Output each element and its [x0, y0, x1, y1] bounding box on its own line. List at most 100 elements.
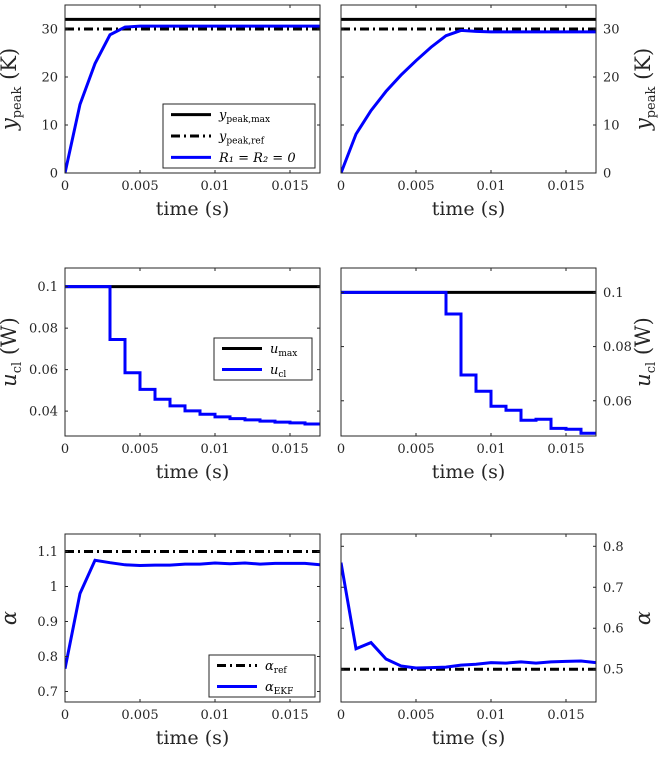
axes-frame — [340, 4, 597, 174]
legend-subscript: max — [278, 349, 297, 359]
y-tick-label: 0.8 — [603, 540, 624, 555]
series-line-u-cl — [65, 285, 320, 426]
axes-frame — [64, 533, 321, 703]
x-tick-label: 0 — [337, 442, 345, 457]
y-tick-label: 10 — [41, 119, 58, 134]
x-tick-label: 0.005 — [397, 708, 434, 723]
legend-box — [213, 337, 313, 381]
legend-entry-label: ucl — [270, 363, 286, 380]
y-axis-label: α — [631, 611, 655, 625]
y-axis-label-subscript: cl — [10, 362, 25, 373]
x-tick-label: 0.005 — [121, 179, 158, 194]
x-tick-label: 0.01 — [477, 708, 506, 723]
y-tick-label: 30 — [41, 23, 58, 38]
axes-frame — [64, 267, 321, 437]
legend-subscript: EKF — [274, 687, 294, 697]
y-axis-label-symbol: α — [631, 611, 655, 625]
legend-entry-label: αEKF — [265, 680, 293, 697]
x-tick-label: 0.005 — [121, 442, 158, 457]
x-tick-label: 0 — [337, 708, 345, 723]
x-tick-label: 0.015 — [547, 708, 584, 723]
y-axis-label-unit: (W) — [631, 317, 655, 362]
y-axis-label: α — [0, 611, 21, 625]
series-line-alpha-ekf — [65, 558, 320, 670]
x-tick-label: 0.015 — [271, 179, 308, 194]
y-tick-label: 1.1 — [37, 545, 58, 560]
chart-panel-alpha_right: 0 0.005 0.01 0.015 0.5 0.6 0.7 0.8 time (s) α — [337, 533, 655, 749]
x-tick-label: 0.01 — [477, 179, 506, 194]
x-axis-label: time (s) — [156, 461, 230, 483]
y-axis-label: ucl (W) — [0, 317, 25, 387]
x-tick-label: 0.015 — [271, 442, 308, 457]
y-axis-label-symbol: y — [631, 117, 655, 131]
series-group — [341, 290, 596, 435]
axes-frame — [340, 267, 597, 437]
y-tick-label: 0.08 — [603, 340, 632, 355]
legend-entry-label: R₁ = R₂ = 0 — [218, 151, 296, 166]
y-axis-label: ypeak (K) — [631, 48, 659, 131]
y-tick-label: 1 — [50, 580, 58, 595]
x-tick-label: 0.01 — [201, 442, 230, 457]
y-tick-label: 20 — [603, 71, 620, 86]
legend-subscript: peak,max — [226, 115, 270, 125]
y-tick-label: 0.1 — [603, 286, 624, 301]
axes-frame — [340, 533, 597, 703]
y-axis-label: ucl (W) — [631, 317, 659, 387]
series-line-r1-r2-0 — [341, 28, 596, 173]
x-axis-label: time (s) — [432, 461, 506, 483]
series-group — [65, 550, 320, 670]
legend-subscript: ref — [274, 666, 288, 676]
series-group — [65, 17, 320, 173]
legend-symbol: y — [218, 108, 227, 123]
y-tick-label: 0.9 — [37, 615, 58, 630]
legend-entry-label: αref — [265, 659, 287, 676]
y-tick-label: 20 — [41, 71, 58, 86]
x-axis-label: time (s) — [156, 727, 230, 749]
x-axis-label: time (s) — [432, 198, 506, 220]
legend-entry-label: ypeak,max — [218, 108, 270, 125]
legend-box — [208, 654, 316, 698]
x-tick-label: 0 — [61, 708, 69, 723]
legend-entry-label: ypeak,ref — [218, 130, 265, 147]
y-tick-label: 0.5 — [603, 663, 624, 678]
legend-symbol: u — [270, 363, 278, 378]
series-group — [65, 285, 320, 426]
y-tick-label: 0 — [603, 167, 611, 182]
y-tick-label: 0.7 — [37, 685, 58, 700]
y-axis-label-subscript: peak — [644, 87, 659, 119]
y-tick-label: 0.1 — [37, 280, 58, 295]
legend-subscript: peak,ref — [226, 137, 264, 147]
series-group — [341, 562, 596, 671]
y-axis-label-symbol: u — [0, 373, 21, 387]
y-tick-label: 0.06 — [603, 394, 632, 409]
y-axis-label-symbol: u — [631, 373, 655, 387]
legend-symbol: u — [270, 342, 278, 357]
y-tick-label: 10 — [603, 119, 620, 134]
y-axis-label-unit: (K) — [0, 48, 21, 87]
x-tick-label: 0.005 — [397, 442, 434, 457]
x-tick-label: 0.015 — [271, 708, 308, 723]
x-tick-label: 0.015 — [547, 179, 584, 194]
y-axis-label-unit: (K) — [631, 48, 655, 87]
y-tick-label: 0.8 — [37, 650, 58, 665]
y-tick-label: 0.08 — [29, 322, 58, 337]
series-group — [341, 17, 596, 173]
y-tick-label: 0 — [50, 167, 58, 182]
legend: αref αEKF — [208, 654, 316, 698]
y-axis-label-symbol: α — [0, 611, 21, 625]
x-tick-label: 0.01 — [201, 708, 230, 723]
legend: umax ucl — [213, 337, 313, 381]
y-axis-label-subscript: cl — [644, 362, 659, 373]
chart-panel-ucl_right: 0 0.005 0.01 0.015 0.06 0.08 0.1 time (s) ucl (W… — [337, 267, 659, 483]
y-tick-label: 0.6 — [603, 622, 624, 637]
y-tick-label: 0.06 — [29, 363, 58, 378]
x-axis-label: time (s) — [432, 727, 506, 749]
y-axis-label-symbol: y — [0, 117, 21, 131]
x-axis-label: time (s) — [156, 198, 230, 220]
